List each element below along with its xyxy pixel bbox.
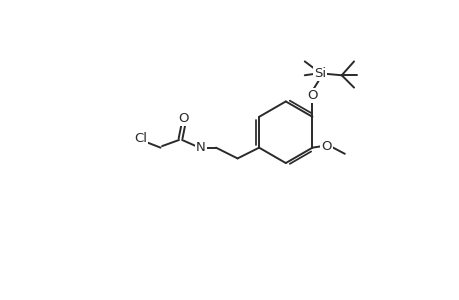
Text: O: O xyxy=(178,112,189,125)
Text: Cl: Cl xyxy=(134,132,147,145)
Text: O: O xyxy=(307,89,317,102)
Text: Si: Si xyxy=(313,67,325,80)
Text: N: N xyxy=(196,141,205,154)
Text: O: O xyxy=(320,140,331,153)
